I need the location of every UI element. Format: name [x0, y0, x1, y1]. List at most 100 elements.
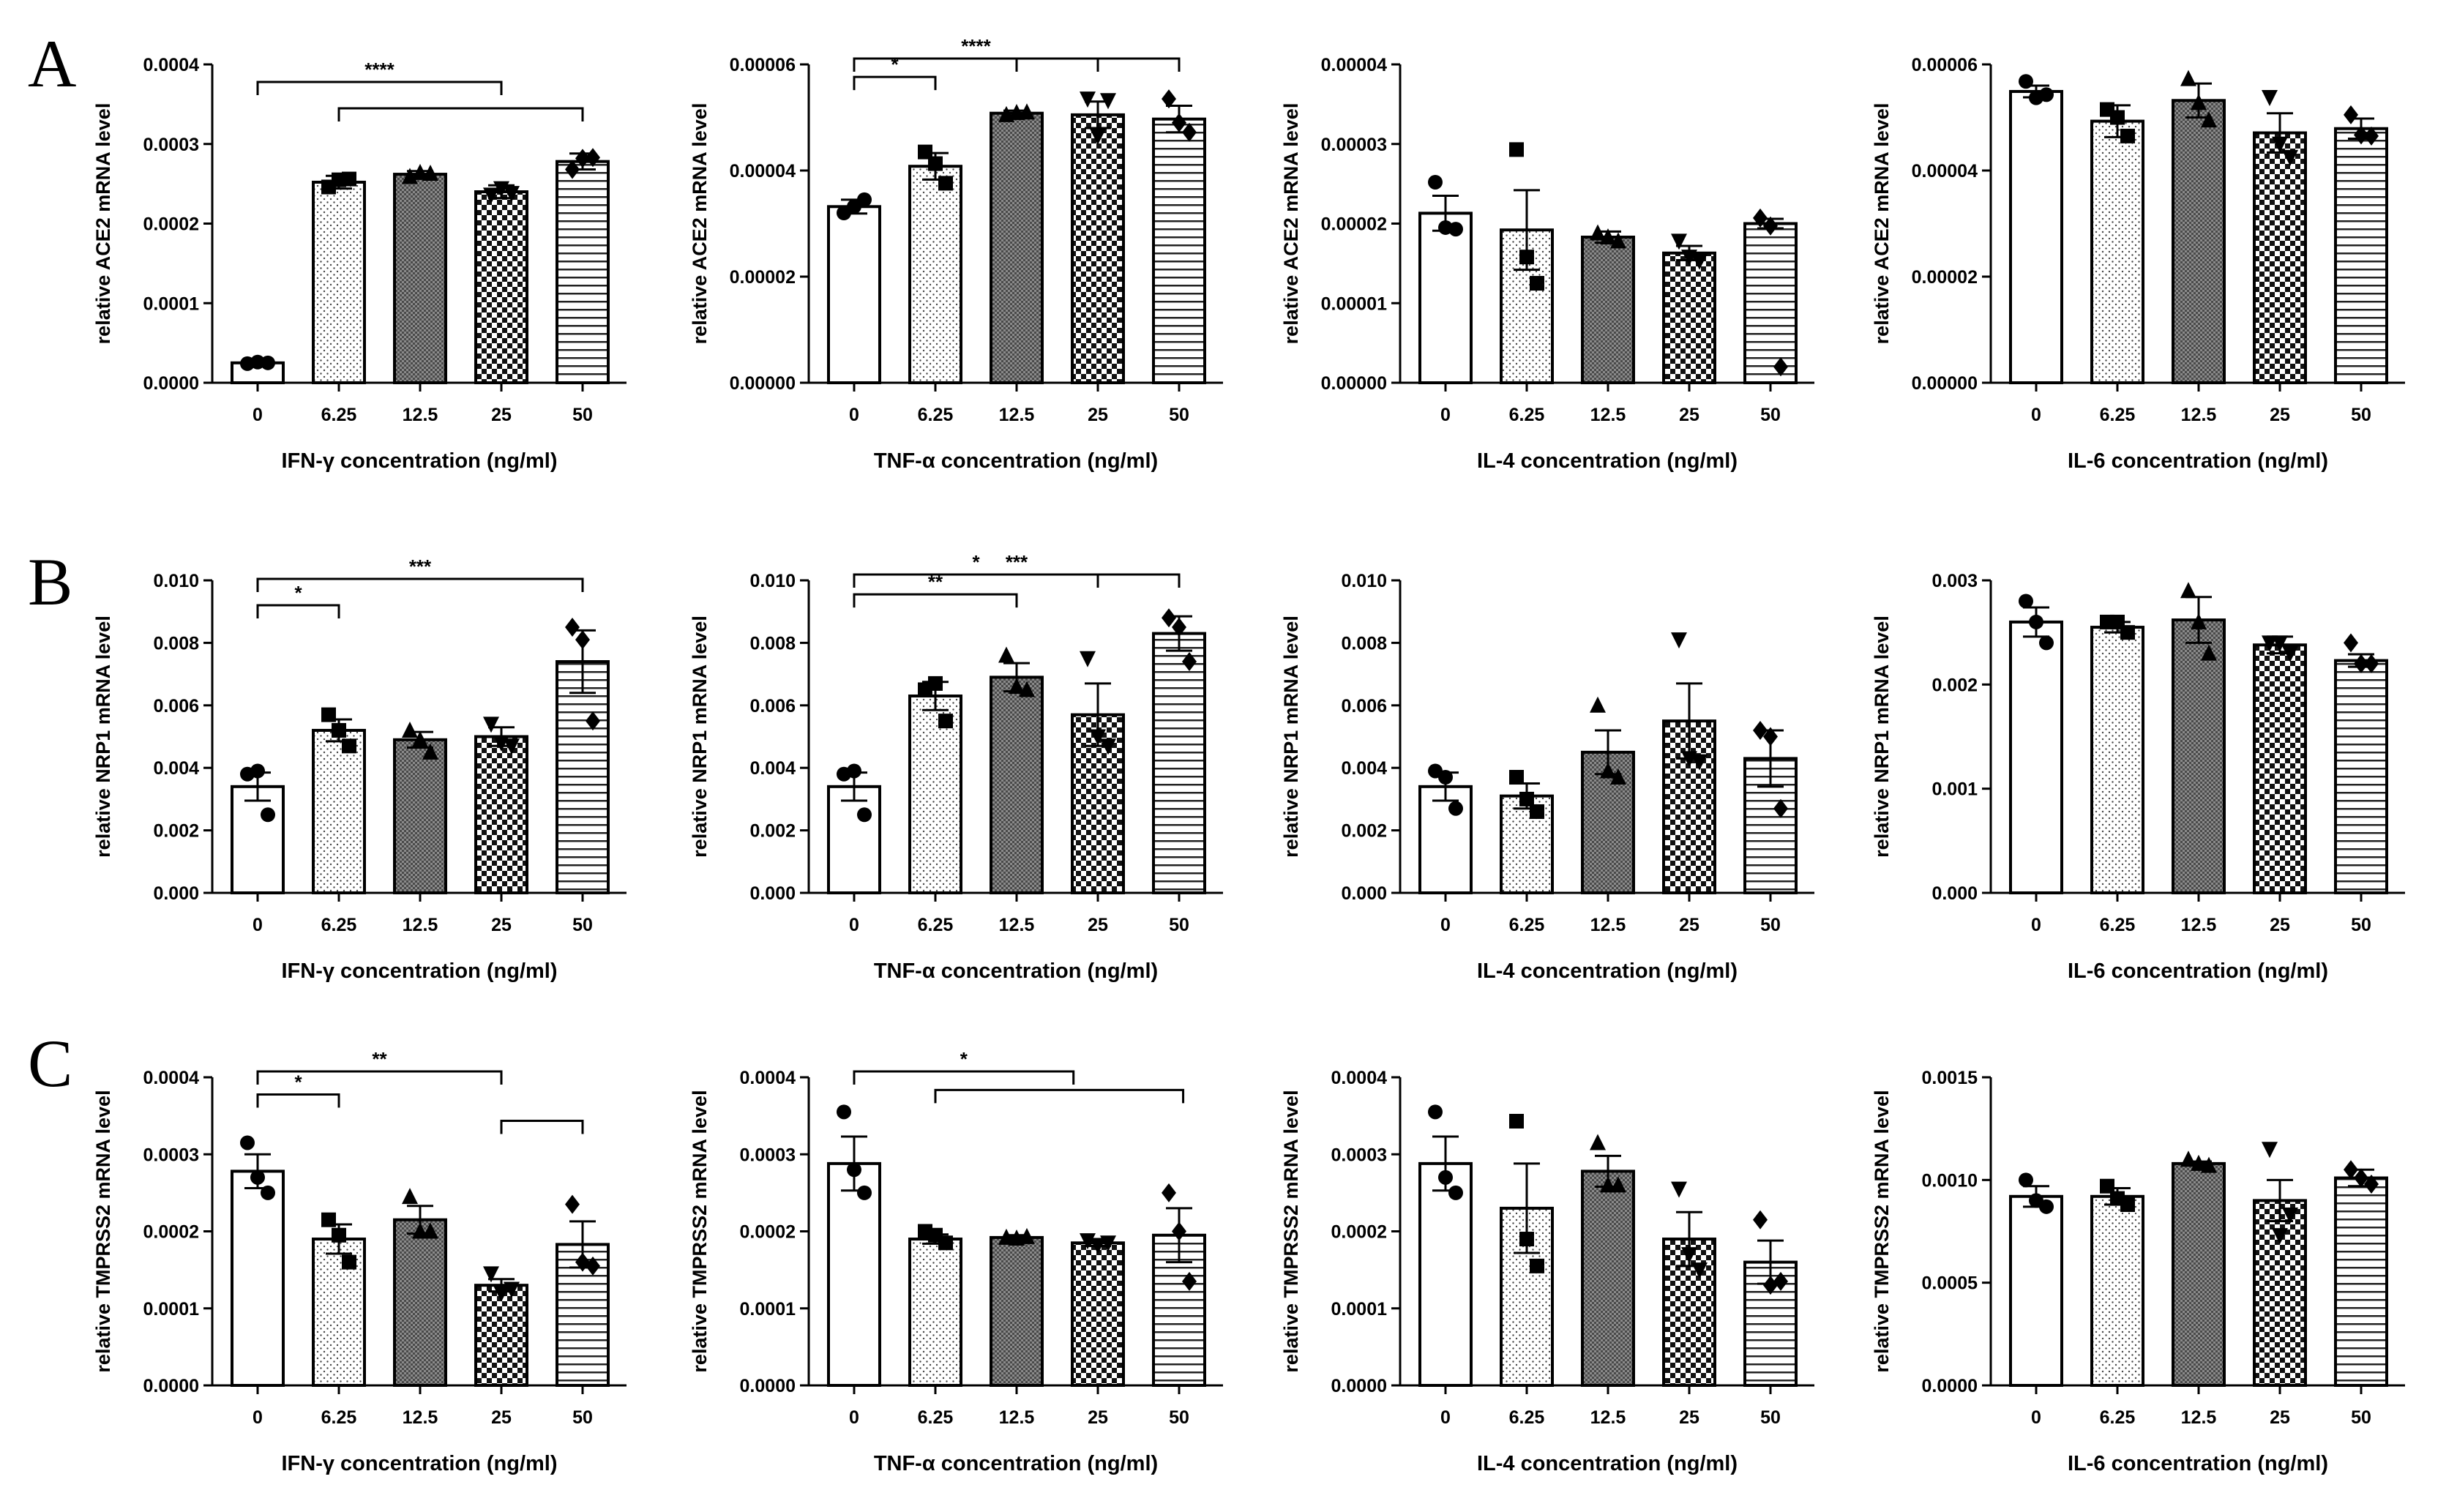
significance-bracket	[853, 573, 1181, 588]
data-point	[483, 716, 499, 733]
data-point	[1590, 1134, 1606, 1150]
data-point	[1610, 768, 1626, 785]
x-tick-label: 50	[1760, 1407, 1781, 1428]
chart-2: 0.00000 0.00001 0.00002 0.00003 0.00004 relat…	[1280, 55, 1814, 473]
x-tick-label: 25	[2270, 1407, 2290, 1428]
bar	[2253, 131, 2307, 384]
bar	[1152, 632, 1206, 895]
significance-bracket	[256, 604, 340, 619]
data-point	[2039, 635, 2054, 651]
data-point	[1182, 652, 1197, 672]
x-tick-label: 25	[491, 405, 512, 425]
data-point	[1691, 253, 1708, 270]
x-tick-label: 25	[491, 915, 512, 935]
significance-bracket	[853, 593, 1018, 608]
y-tick-label: 0.0003	[143, 135, 199, 155]
significance-label: *	[972, 551, 980, 573]
y-tick-label: 0.010	[749, 571, 796, 591]
y-tick-label: 0.0002	[740, 1222, 796, 1243]
chart-6: 0.000 0.002 0.004 0.006 0.008 0.010 relative N…	[1280, 571, 1814, 983]
x-axis-label: TNF-α concentration (ng/ml)	[874, 449, 1158, 473]
data-point	[2029, 90, 2043, 105]
y-tick-label: 0.003	[1931, 571, 1978, 591]
data-point	[1448, 801, 1463, 816]
data-point	[1019, 1227, 1035, 1244]
y-tick-label: 0.0002	[1331, 1222, 1387, 1243]
x-tick-label: 25	[1088, 1407, 1108, 1428]
bar	[908, 165, 962, 384]
x-tick-label: 25	[1679, 405, 1699, 425]
data-point	[1019, 103, 1035, 120]
bar	[393, 738, 447, 895]
x-tick-label: 25	[2270, 915, 2290, 935]
y-tick-label: 0.0003	[143, 1145, 199, 1165]
y-tick-label: 0.00004	[730, 161, 796, 181]
x-tick-label: 50	[1169, 1407, 1189, 1428]
significance-label: *	[294, 582, 302, 604]
data-point	[1610, 1176, 1626, 1193]
data-point	[1509, 142, 1524, 157]
data-point	[250, 1169, 265, 1185]
y-tick-label: 0.0000	[740, 1376, 796, 1396]
x-tick-label: 25	[2270, 405, 2290, 425]
x-axis-label: IFN-γ concentration (ng/ml)	[282, 1452, 558, 1475]
x-axis-label: IL-6 concentration (ng/ml)	[2068, 449, 2328, 473]
data-point	[857, 1185, 872, 1200]
data-point	[2019, 1172, 2033, 1188]
y-tick-label: 0.00003	[1321, 135, 1387, 155]
data-point	[2191, 613, 2207, 629]
significance-label: ****	[364, 59, 394, 81]
data-point	[1600, 762, 1616, 779]
data-point	[1763, 1276, 1778, 1295]
data-point	[586, 711, 600, 731]
bar	[2253, 643, 2307, 894]
y-tick-label: 0.008	[153, 633, 199, 654]
data-point	[2019, 594, 2033, 609]
x-tick-label: 0	[849, 915, 859, 935]
y-axis-label: relative NRP1 mRNA level	[1280, 615, 1302, 858]
x-tick-label: 0	[253, 915, 263, 935]
x-tick-label: 50	[1169, 405, 1189, 425]
y-tick-label: 0.0004	[740, 1068, 796, 1088]
x-tick-label: 0	[1440, 405, 1451, 425]
y-tick-label: 0.00006	[730, 55, 796, 75]
y-tick-label: 0.002	[1931, 675, 1978, 695]
x-tick-label: 6.25	[918, 405, 954, 425]
data-point	[2344, 633, 2358, 653]
data-point	[1090, 1238, 1106, 1254]
significance-bracket	[256, 577, 584, 593]
y-tick-label: 0.002	[1341, 821, 1387, 842]
data-point	[847, 199, 861, 214]
data-point	[565, 1194, 580, 1214]
data-point	[1009, 678, 1025, 695]
data-point	[565, 160, 580, 179]
data-point	[1009, 103, 1025, 120]
data-point	[2120, 128, 2135, 143]
y-tick-label: 0.000	[749, 883, 796, 904]
data-point	[1681, 250, 1697, 266]
data-point	[575, 1252, 590, 1272]
y-tick-label: 0.010	[153, 571, 199, 591]
y-tick-label: 0.00004	[1321, 55, 1387, 75]
data-point	[1530, 276, 1544, 291]
data-point	[2282, 645, 2298, 662]
chart-7: 0.000 0.001 0.002 0.003 relative NRP1 mRNA l…	[1871, 571, 2405, 983]
data-point	[857, 192, 872, 207]
data-point	[1691, 1262, 1708, 1279]
x-tick-label: 12.5	[403, 1407, 438, 1428]
data-point	[1519, 1232, 1534, 1247]
x-tick-label: 6.25	[1509, 405, 1545, 425]
bar	[908, 694, 962, 894]
x-tick-label: 6.25	[918, 1407, 954, 1428]
data-point	[938, 176, 953, 191]
bar	[312, 180, 366, 384]
bar	[1581, 235, 1635, 384]
bar	[2334, 1176, 2388, 1387]
y-tick-label: 0.004	[749, 758, 796, 779]
bar	[827, 205, 881, 384]
y-tick-label: 0.0000	[143, 373, 199, 394]
data-point	[1080, 651, 1096, 667]
chart-1: 0.00000 0.00002 0.00004 0.00006 relative ACE…	[689, 35, 1223, 473]
y-tick-label: 0.008	[1341, 633, 1387, 654]
